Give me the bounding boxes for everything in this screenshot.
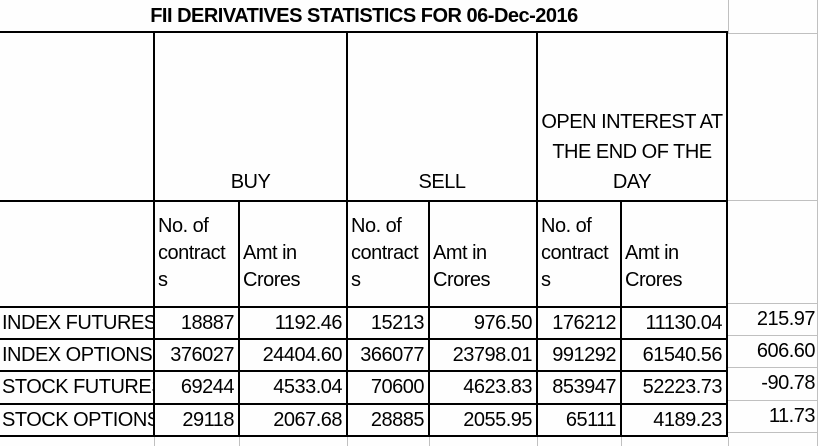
- cell-sell-contracts: 15213: [348, 308, 430, 340]
- subheader-sell-amount: Amt in Crores: [430, 202, 538, 308]
- subheader-blank-cell: [0, 202, 155, 308]
- sheet-gridline: [728, 200, 818, 201]
- cell-sell-contracts: 366077: [348, 340, 430, 372]
- header-open-interest: OPEN INTEREST AT THE END OF THE DAY: [538, 33, 728, 202]
- cell-oi-amount: 11130.04: [622, 308, 728, 340]
- cell-buy-contracts: 29118: [155, 405, 240, 437]
- cell-net-index-options: 606.60: [756, 339, 816, 362]
- cell-oi-contracts: 65111: [538, 405, 622, 437]
- sheet-gridline: [621, 437, 622, 446]
- cell-oi-contracts: 176212: [538, 308, 622, 340]
- cell-oi-amount: 61540.56: [622, 340, 728, 372]
- cell-net-stock-options: 11.73: [768, 404, 816, 427]
- subheader-oi-contracts: No. of contract s: [538, 202, 622, 308]
- sheet-gridline: [728, 335, 818, 336]
- sheet-gridline: [728, 303, 818, 304]
- subheader-buy-amount: Amt in Crores: [240, 202, 348, 308]
- cell-buy-amount: 2067.68: [240, 405, 348, 437]
- cell-net-stock-futures: -90.78: [761, 372, 815, 394]
- cell-oi-contracts: 853947: [538, 372, 622, 405]
- sheet-gridline: [728, 437, 729, 446]
- subheader-buy-contracts: No. of contract s: [155, 202, 240, 308]
- cell-oi-amount: 52223.73: [622, 372, 728, 405]
- subheader-oi-amount: Amt in Crores: [622, 202, 728, 308]
- row-label-index-futures: INDEX FUTURES: [0, 308, 155, 340]
- sheet-gridline: [728, 0, 729, 33]
- row-label-index-options: INDEX OPTIONS: [0, 340, 155, 372]
- sheet-gridline: [347, 437, 348, 446]
- header-buy: BUY: [155, 33, 348, 202]
- sheet-gridline: [728, 432, 818, 433]
- cell-sell-amount: 23798.01: [430, 340, 538, 372]
- cell-buy-contracts: 18887: [155, 308, 240, 340]
- cell-oi-contracts: 991292: [538, 340, 622, 372]
- cell-buy-amount: 4533.04: [240, 372, 348, 405]
- cell-buy-contracts: 376027: [155, 340, 240, 372]
- cell-buy-contracts: 69244: [155, 372, 240, 405]
- subheader-sell-contracts: No. of contract s: [348, 202, 430, 308]
- header-sell: SELL: [348, 33, 538, 202]
- cell-sell-contracts: 28885: [348, 405, 430, 437]
- row-label-stock-options: STOCK OPTIONS: [0, 405, 155, 437]
- cell-sell-amount: 2055.95: [430, 405, 538, 437]
- sheet-gridline: [728, 367, 818, 368]
- cell-buy-amount: 24404.60: [240, 340, 348, 372]
- sheet-gridline: [154, 437, 155, 446]
- cell-sell-amount: 976.50: [430, 308, 538, 340]
- cell-sell-contracts: 70600: [348, 372, 430, 405]
- sheet-gridline: [537, 437, 538, 446]
- sheet-gridline: [239, 437, 240, 446]
- row-label-stock-futures: STOCK FUTURES: [0, 372, 155, 405]
- corner-blank-cell: [0, 33, 155, 202]
- fii-derivatives-table: FII DERIVATIVES STATISTICS FOR 06-Dec-20…: [0, 0, 728, 437]
- sheet-gridline: [817, 0, 818, 446]
- cell-net-index-futures: 215.97: [756, 307, 816, 330]
- table-title: FII DERIVATIVES STATISTICS FOR 06-Dec-20…: [0, 0, 728, 33]
- sheet-gridline: [728, 400, 818, 401]
- cell-sell-amount: 4623.83: [430, 372, 538, 405]
- cell-buy-amount: 1192.46: [240, 308, 348, 340]
- cell-oi-amount: 4189.23: [622, 405, 728, 437]
- sheet-gridline: [429, 437, 430, 446]
- sheet-gridline: [728, 33, 818, 34]
